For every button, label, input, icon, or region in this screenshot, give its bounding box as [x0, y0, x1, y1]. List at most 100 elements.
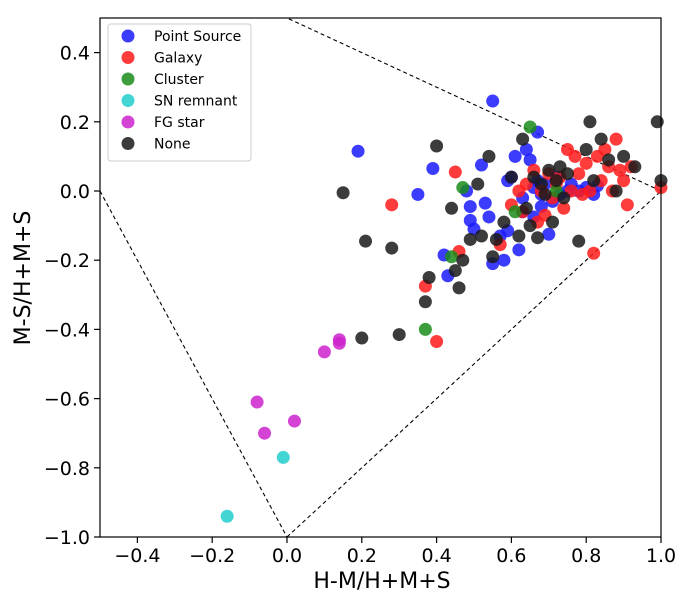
point-galaxy-33: [613, 163, 627, 177]
point-none-35: [579, 142, 593, 156]
point-none-30: [549, 174, 563, 188]
point-none-1: [359, 234, 373, 248]
point-none-40: [609, 184, 623, 198]
point-fg-star-1: [258, 426, 272, 440]
point-none-3: [385, 241, 399, 255]
x-axis-title: H-M/H+M+S: [313, 569, 450, 594]
point-cluster-3: [508, 205, 522, 219]
x-tick-label: 0.8: [571, 545, 601, 567]
point-point-source-1: [351, 144, 365, 158]
legend-marker: [121, 94, 135, 107]
point-galaxy-34: [617, 174, 631, 188]
point-none-6: [422, 271, 436, 284]
y-tick-label: −0.4: [44, 319, 90, 341]
point-none-41: [617, 149, 631, 163]
x-tick-label: −0.4: [114, 545, 160, 567]
point-none-33: [561, 167, 574, 181]
point-none-36: [583, 115, 597, 129]
point-point-source-20: [512, 243, 526, 257]
y-tick-label: −1.0: [44, 527, 90, 549]
point-none-26: [534, 177, 548, 191]
legend-label: Galaxy: [154, 51, 202, 67]
point-none-7: [430, 139, 444, 153]
x-tick-label: 1.0: [646, 545, 676, 567]
legend: Point Source Galaxy Cluster SN remnant FG st…: [107, 23, 252, 162]
point-none-17: [489, 232, 503, 246]
point-point-source-19: [508, 149, 522, 163]
boundary-line-0: [99, 190, 288, 538]
legend-label: Point Source: [154, 29, 241, 45]
legend-label: Cluster: [154, 72, 204, 88]
point-point-source-23: [519, 142, 533, 156]
point-none-0: [336, 186, 350, 200]
legend-marker: [121, 51, 135, 64]
point-galaxy-3: [448, 165, 462, 179]
point-none-34: [572, 234, 586, 248]
point-point-source-3: [426, 162, 440, 176]
x-tick-label: 0.2: [347, 545, 377, 567]
point-galaxy-35: [620, 198, 634, 212]
point-fg-star-3: [317, 345, 331, 359]
point-point-source-24: [523, 153, 537, 167]
point-fg-star-0: [250, 395, 264, 409]
point-galaxy-25: [583, 184, 597, 198]
point-sn-remnant-1: [276, 450, 290, 464]
y-tick-label: 0.2: [60, 112, 90, 134]
point-none-25: [531, 231, 545, 245]
point-fg-star-5: [332, 333, 346, 347]
point-galaxy-32: [609, 132, 623, 146]
boundary-line-2: [286, 17, 662, 192]
point-none-16: [486, 250, 500, 264]
point-none-5: [418, 295, 432, 309]
point-galaxy-22: [572, 167, 586, 181]
boundary-lines: [99, 17, 662, 538]
legend-marker: [121, 72, 135, 86]
point-none-11: [456, 253, 470, 267]
point-galaxy-26: [587, 246, 601, 260]
point-galaxy-2: [430, 335, 444, 349]
legend-marker: [121, 115, 135, 129]
y-tick-label: 0.0: [60, 181, 90, 203]
point-none-38: [594, 132, 608, 146]
point-point-source-0: [486, 94, 500, 108]
y-tick-label: −0.2: [44, 250, 90, 272]
legend-box: [107, 23, 252, 162]
point-none-43: [650, 115, 664, 129]
point-cluster-4: [523, 120, 537, 134]
legend-label: FG star: [154, 115, 205, 131]
y-tick-label: 0.4: [60, 43, 90, 65]
data-points: [220, 94, 668, 523]
point-galaxy-29: [598, 142, 612, 156]
point-none-8: [445, 201, 459, 215]
x-tick-label: 0.6: [496, 545, 526, 567]
point-none-22: [519, 201, 533, 215]
legend-label: None: [154, 137, 191, 153]
plot-frame: [99, 17, 662, 538]
point-none-18: [497, 215, 511, 229]
point-none-37: [587, 174, 601, 188]
y-tick-label: −0.8: [44, 458, 90, 480]
point-none-19: [504, 170, 518, 184]
point-none-29: [546, 215, 560, 229]
point-none-28: [542, 163, 556, 177]
point-point-source-8: [463, 200, 477, 214]
point-galaxy-24: [579, 156, 593, 170]
point-none-14: [474, 229, 488, 243]
legend-marker: [121, 137, 135, 150]
point-none-4: [392, 328, 406, 342]
point-none-39: [602, 153, 616, 167]
point-point-source-12: [482, 210, 496, 224]
point-none-10: [452, 281, 466, 295]
y-tick-label: −0.6: [44, 389, 90, 411]
axis-ticks: −0.4 −0.2 0.0 0.2 0.4 0.6 0.8 1.0 −1.0 −0.8 −0.6 −0…: [44, 43, 676, 567]
point-none-12: [463, 232, 477, 246]
legend-label: SN remnant: [154, 94, 238, 110]
y-axis-title: M-S/H+M+S: [11, 211, 36, 346]
x-tick-label: 0.4: [421, 545, 451, 567]
point-galaxy-21: [568, 149, 582, 163]
point-none-15: [482, 149, 496, 163]
point-point-source-11: [478, 196, 492, 210]
point-point-source-32: [542, 227, 556, 241]
x-tick-label: −0.2: [189, 545, 235, 567]
